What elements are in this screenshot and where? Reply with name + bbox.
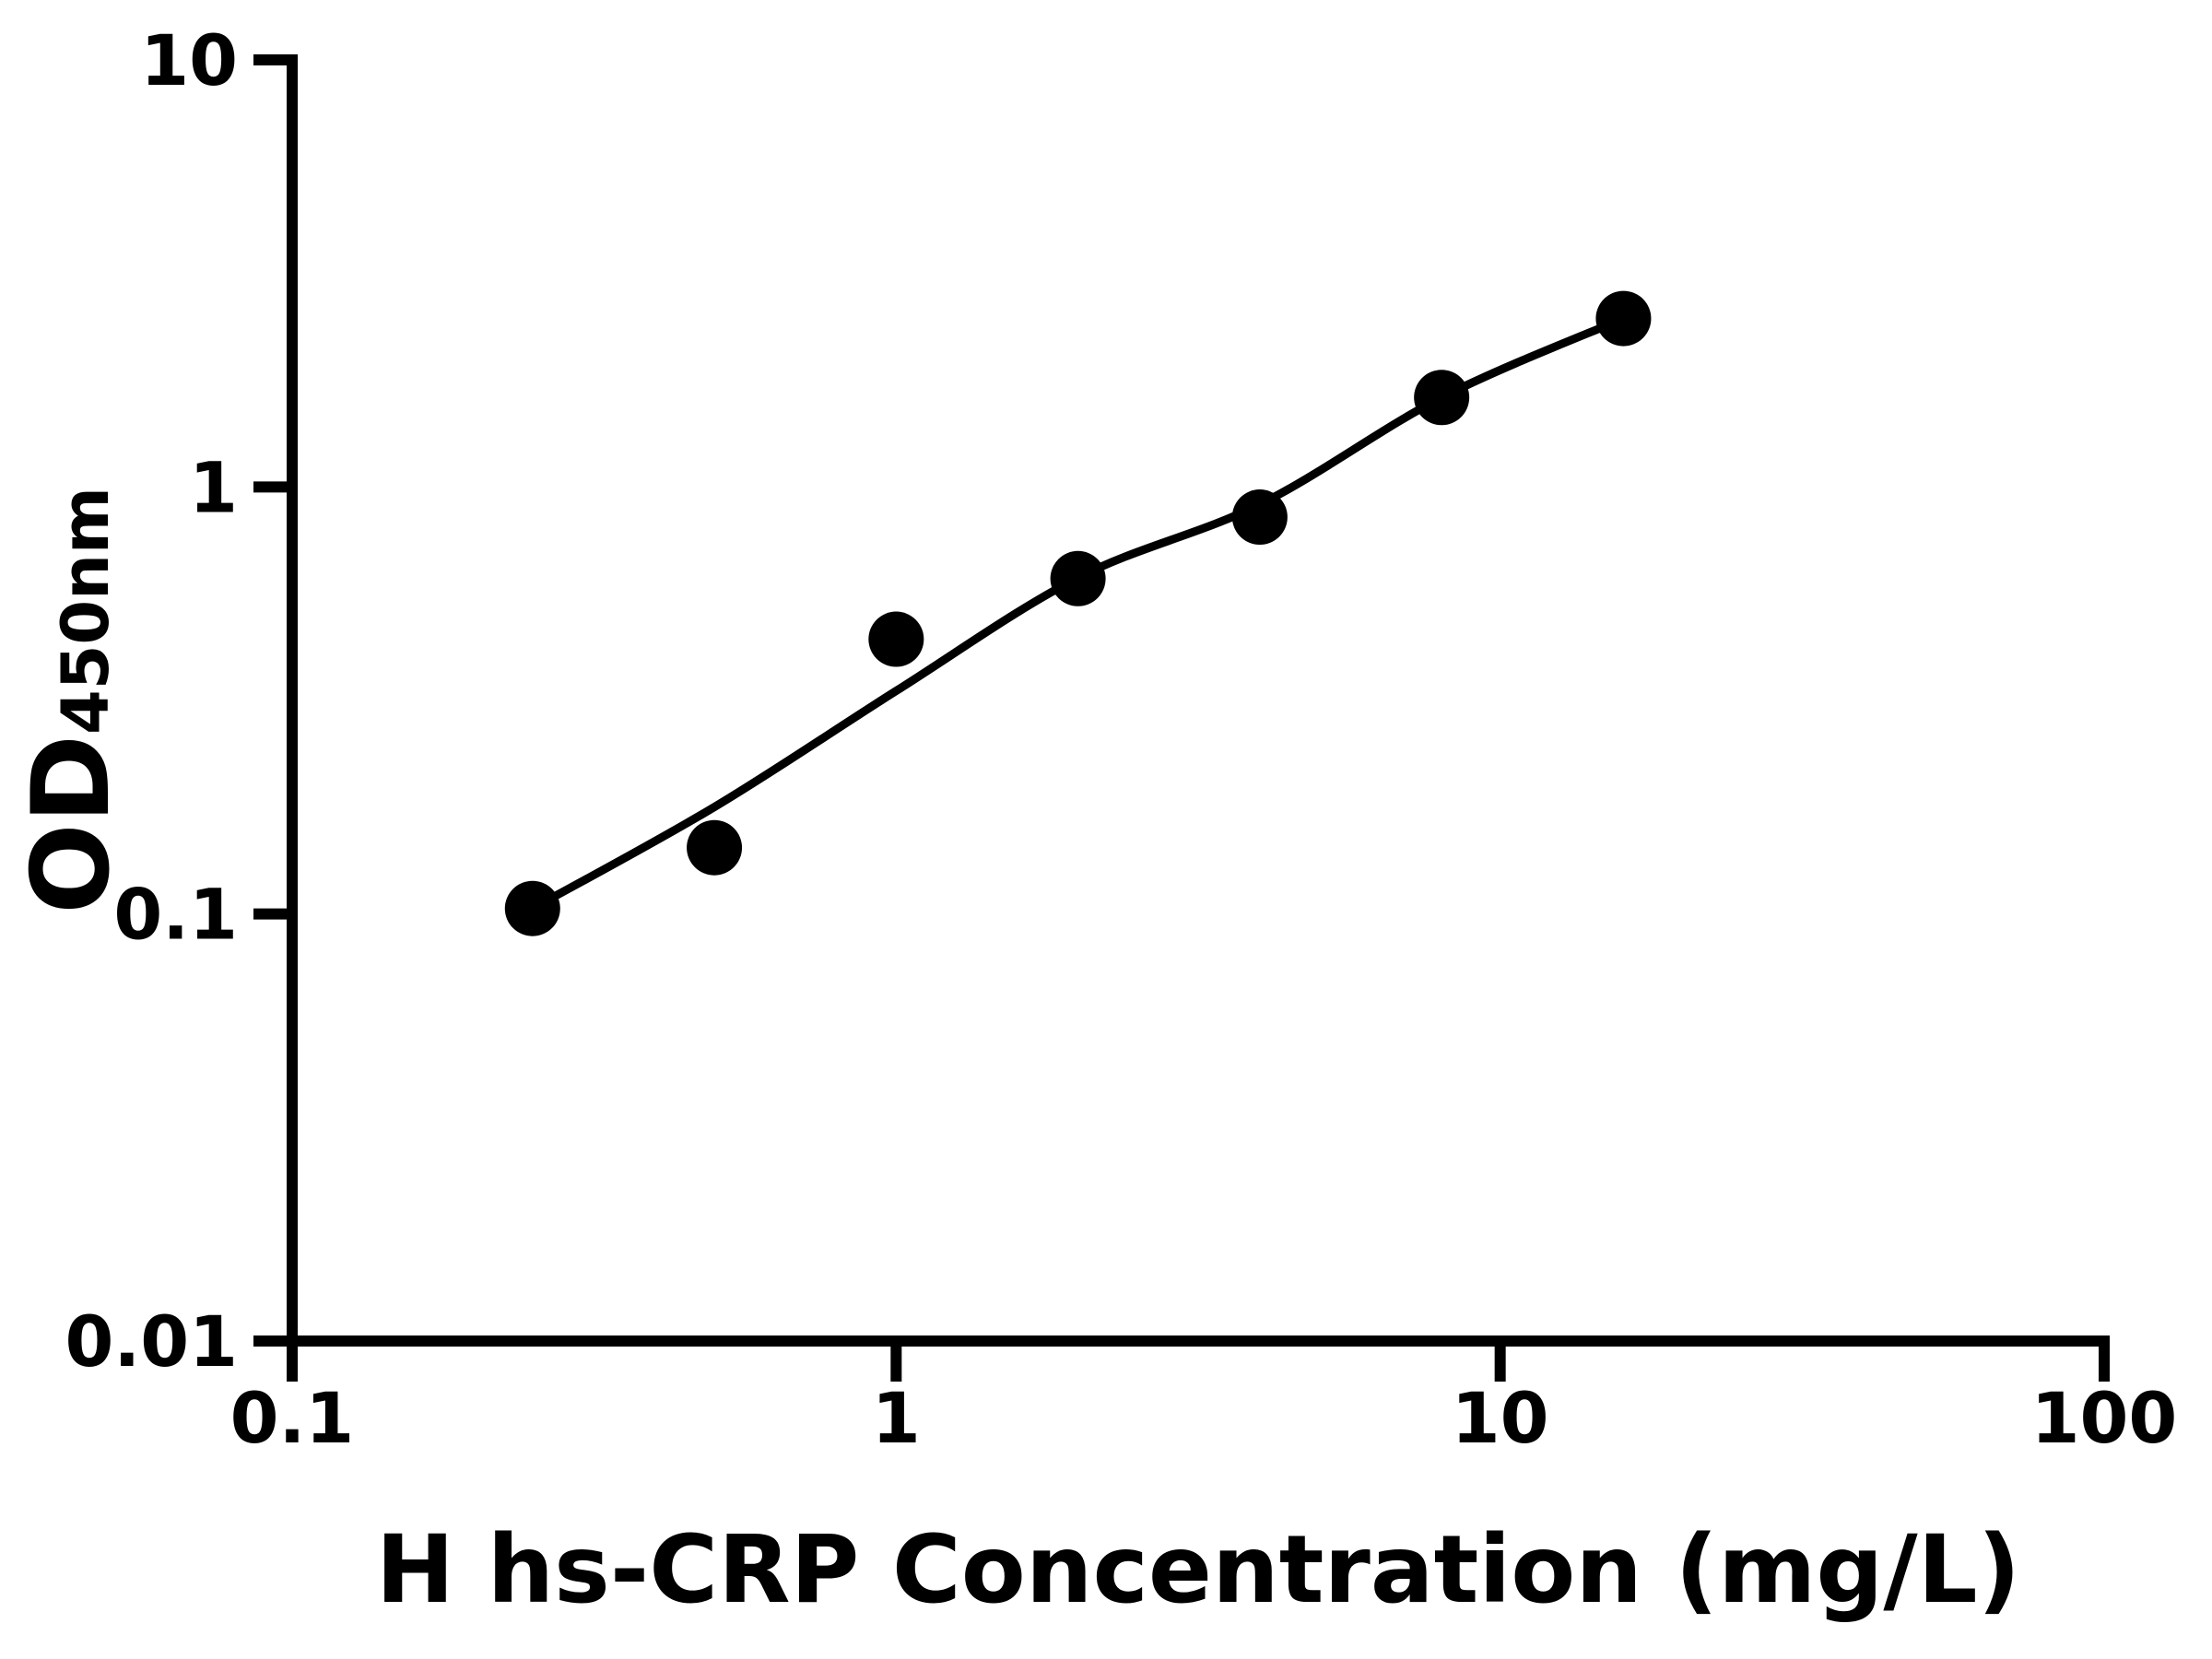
y-axis-title: OD450nm xyxy=(9,487,134,914)
data-point xyxy=(1231,489,1288,546)
y-tick-label: 1 xyxy=(189,446,238,528)
x-axis: 0.1 1 10 100 xyxy=(230,1335,2178,1459)
data-points xyxy=(504,290,1652,936)
y-tick-label: 10 xyxy=(140,19,238,101)
y-tick-label: 0.01 xyxy=(65,1300,238,1382)
x-tick-label: 1 xyxy=(872,1377,921,1459)
x-tick-label: 0.1 xyxy=(230,1377,355,1459)
x-tick-label: 10 xyxy=(1452,1377,1549,1459)
y-tick-label: 0.1 xyxy=(113,874,238,956)
data-point xyxy=(868,611,924,667)
y-axis-title-main: OD xyxy=(9,735,134,914)
data-point xyxy=(1595,290,1652,347)
data-point xyxy=(504,880,560,936)
y-axis: 0.01 0.1 1 10 xyxy=(65,19,298,1382)
data-point xyxy=(687,819,743,876)
data-point xyxy=(1050,550,1106,606)
y-axis-title-sub: 450nm xyxy=(48,487,124,735)
x-tick-label: 100 xyxy=(2031,1377,2178,1459)
x-axis-title: H hs-CRP Concentration (mg/L) xyxy=(376,1515,2021,1625)
data-point xyxy=(1414,370,1470,426)
